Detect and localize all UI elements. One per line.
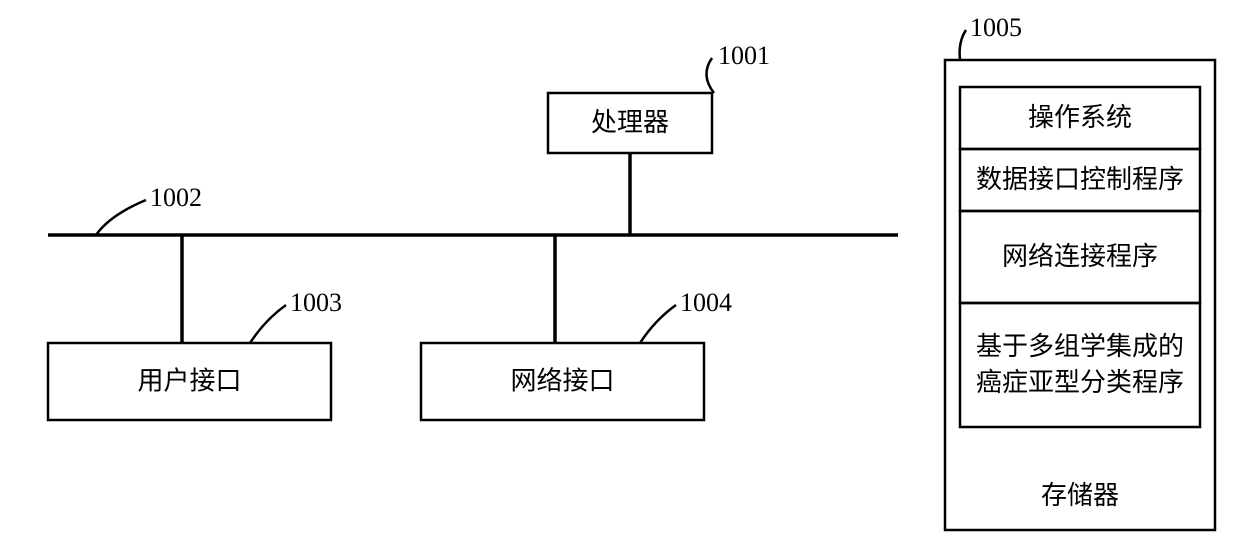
storage-item-label: 网络连接程序 bbox=[1002, 242, 1158, 271]
network-interface-id: 1004 bbox=[680, 288, 732, 317]
storage-caption: 存储器 bbox=[1041, 481, 1119, 510]
leader-line bbox=[706, 58, 714, 93]
storage-item-label: 癌症亚型分类程序 bbox=[976, 368, 1184, 397]
network-interface-label: 网络接口 bbox=[510, 366, 614, 395]
processor-id: 1001 bbox=[718, 41, 770, 70]
storage-item-label: 操作系统 bbox=[1028, 103, 1132, 132]
bus-id: 1002 bbox=[150, 183, 202, 212]
user-interface-label: 用户接口 bbox=[137, 366, 241, 395]
storage-id: 1005 bbox=[970, 13, 1022, 42]
user-interface-id: 1003 bbox=[290, 288, 342, 317]
storage-item-box bbox=[960, 303, 1200, 427]
processor-label: 处理器 bbox=[591, 108, 669, 137]
leader-line bbox=[640, 305, 676, 343]
leader-line bbox=[960, 30, 966, 60]
storage-item-label: 数据接口控制程序 bbox=[976, 165, 1184, 194]
storage-item-label: 基于多组学集成的 bbox=[976, 332, 1184, 361]
leader-line bbox=[250, 305, 286, 343]
leader-line bbox=[96, 200, 146, 235]
